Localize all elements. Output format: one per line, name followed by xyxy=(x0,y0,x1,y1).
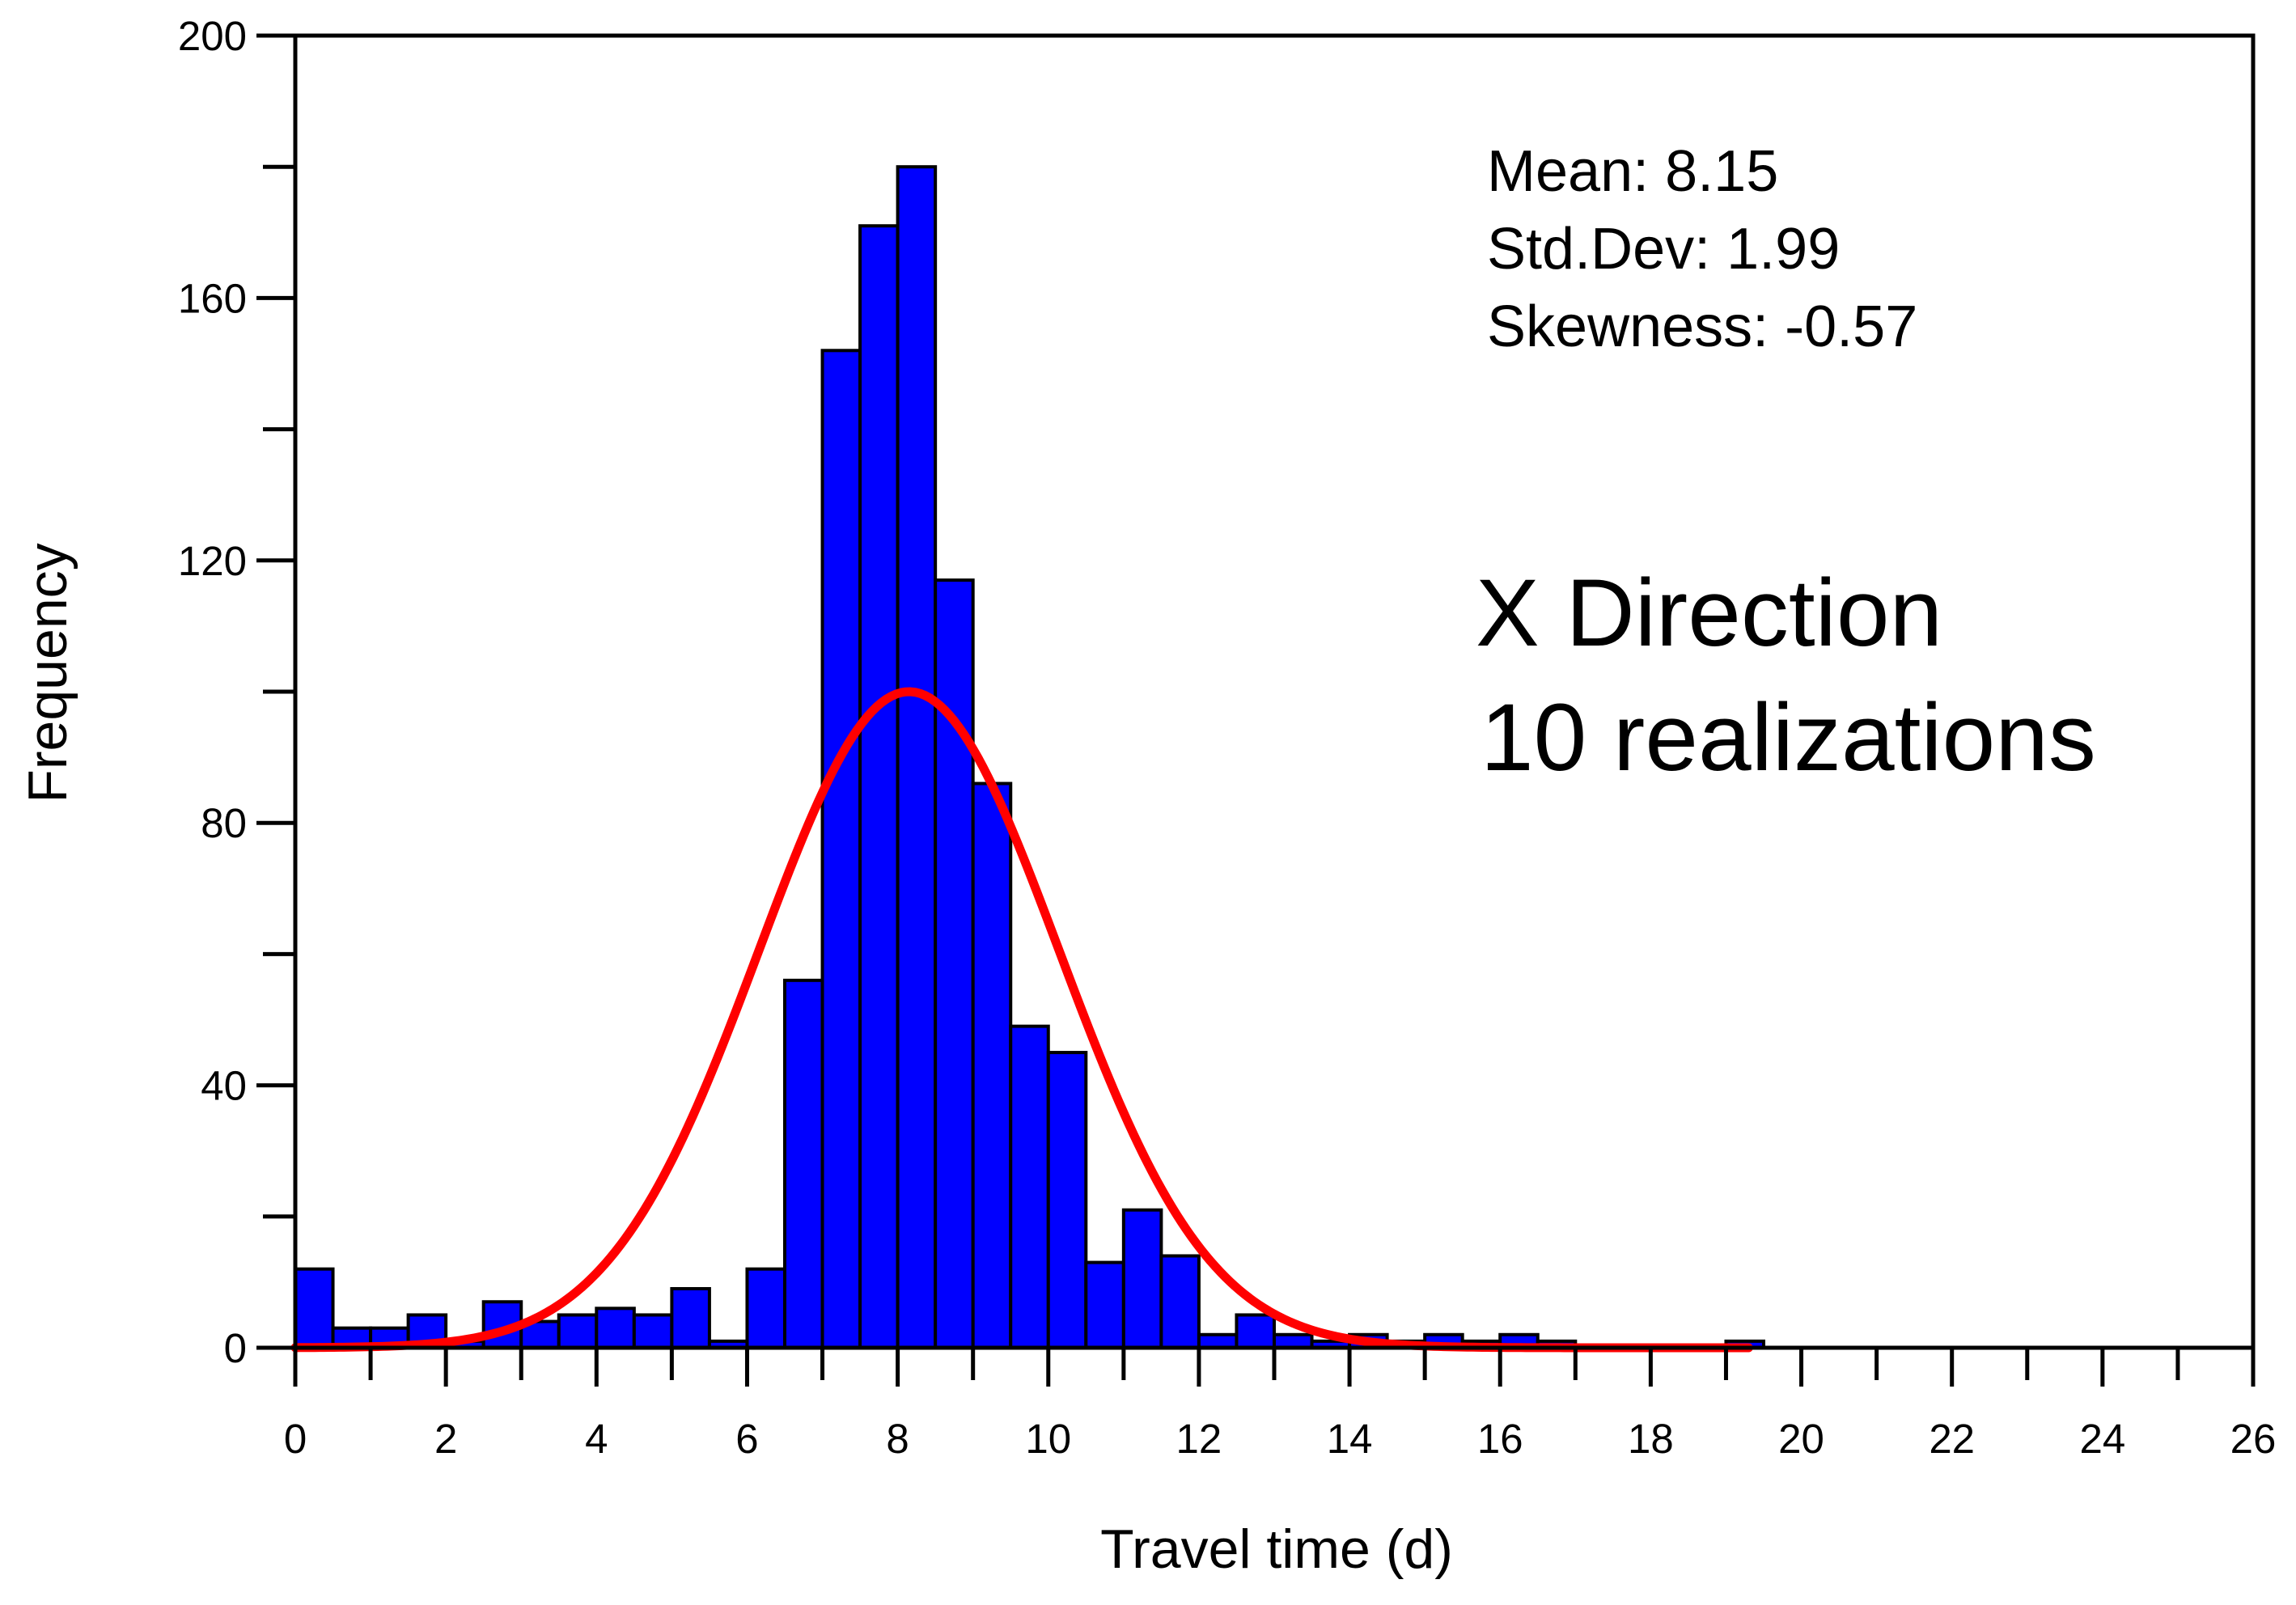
y-axis-ticks: 0 40 80 120 160 200 xyxy=(178,13,295,1371)
x-tick-label: 20 xyxy=(1778,1416,1824,1462)
stat-std-dev: Std.Dev: 1.99 xyxy=(1487,217,1840,282)
direction-label: X Direction xyxy=(1476,560,1942,667)
x-tick-label: 10 xyxy=(1025,1416,1071,1462)
y-tick-label: 40 xyxy=(201,1063,247,1109)
histogram-bar-8 xyxy=(595,1306,636,1349)
y-tick-label: 0 xyxy=(224,1325,247,1371)
histogram-bar-19 xyxy=(1009,1024,1050,1349)
y-tick-label: 160 xyxy=(178,275,247,321)
x-tick-label: 8 xyxy=(886,1416,909,1462)
histogram-bar-22 xyxy=(1121,1208,1163,1349)
histogram-bar-25 xyxy=(1235,1313,1277,1349)
y-tick-label: 200 xyxy=(178,13,247,59)
histogram-bar-20 xyxy=(1046,1051,1088,1350)
histogram-bar-7 xyxy=(557,1313,599,1349)
histogram-bar-23 xyxy=(1159,1254,1201,1349)
histogram-bar-17 xyxy=(934,578,975,1349)
x-tick-label: 0 xyxy=(284,1416,307,1462)
x-tick-label: 6 xyxy=(735,1416,758,1462)
histogram-bar-0 xyxy=(294,1267,335,1350)
histogram-bar-15 xyxy=(858,224,900,1350)
histogram-bar-14 xyxy=(820,349,862,1349)
x-tick-label: 14 xyxy=(1327,1416,1373,1462)
x-tick-label: 16 xyxy=(1477,1416,1523,1462)
x-tick-label: 26 xyxy=(2230,1416,2277,1462)
x-axis-title: Travel time (d) xyxy=(1100,1518,1453,1580)
y-axis-title: Frequency xyxy=(17,543,78,802)
stat-mean: Mean: 8.15 xyxy=(1487,139,1778,204)
y-tick-label: 120 xyxy=(178,538,247,584)
stat-skewness: Skewness: -0.57 xyxy=(1487,294,1917,359)
histogram-bar-9 xyxy=(632,1313,674,1349)
x-tick-label: 18 xyxy=(1628,1416,1674,1462)
histogram-bar-12 xyxy=(745,1267,787,1350)
x-tick-label: 12 xyxy=(1176,1416,1222,1462)
x-tick-label: 24 xyxy=(2079,1416,2125,1462)
histogram-bar-16 xyxy=(896,165,938,1350)
histogram-bar-10 xyxy=(670,1287,711,1350)
x-tick-label: 2 xyxy=(434,1416,457,1462)
x-axis-ticks: 0 2 4 6 8 10 12 14 16 18 20 22 24 26 xyxy=(284,1348,2277,1462)
histogram-bar-21 xyxy=(1084,1260,1125,1349)
x-tick-label: 4 xyxy=(585,1416,608,1462)
histogram-bar-13 xyxy=(783,978,824,1349)
y-tick-label: 80 xyxy=(201,800,247,846)
histogram-bar-18 xyxy=(971,781,1013,1349)
x-tick-label: 22 xyxy=(1929,1416,1975,1462)
realizations-label: 10 realizations xyxy=(1481,684,2096,791)
